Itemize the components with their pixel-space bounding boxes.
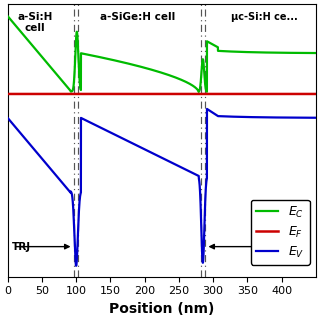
X-axis label: Position (nm): Position (nm) bbox=[109, 302, 214, 316]
Text: a-Si:H
cell: a-Si:H cell bbox=[17, 12, 53, 33]
Text: μc-Si:H ce...: μc-Si:H ce... bbox=[231, 12, 298, 21]
Text: TRJ: TRJ bbox=[12, 242, 31, 252]
Text: a-SiGe:H cell: a-SiGe:H cell bbox=[100, 12, 175, 21]
Text: TRJ: TRJ bbox=[266, 242, 285, 252]
Legend: $E_C$, $E_F$, $E_V$: $E_C$, $E_F$, $E_V$ bbox=[251, 200, 309, 265]
